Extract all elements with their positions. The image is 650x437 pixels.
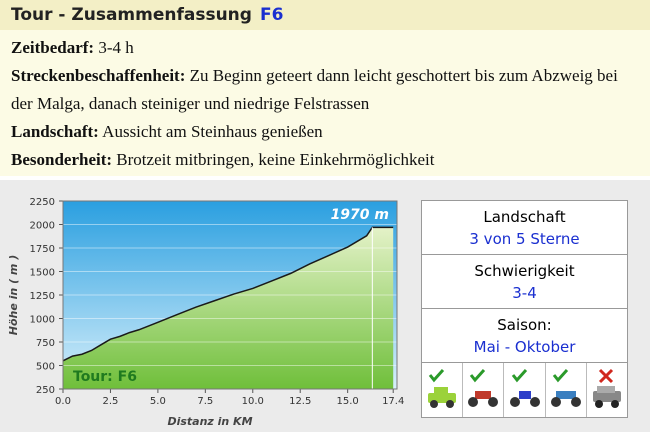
plot-frame xyxy=(62,200,398,390)
quad-icon xyxy=(550,368,581,407)
x-tick-label: 5.0 xyxy=(150,396,166,407)
x-axis-label: Distanz in KM xyxy=(167,415,252,428)
x-tick-label: 12.5 xyxy=(289,396,311,407)
y-tick-label: 750 xyxy=(36,338,55,349)
y-tick-label: 250 xyxy=(36,385,55,396)
y-tick-label: 1250 xyxy=(30,291,55,302)
detail-row: Zeitbedarf: 3-4 h xyxy=(11,34,620,62)
detail-row: Landschaft: Aussicht am Steinhaus genieß… xyxy=(11,118,620,146)
info-section: Schwierigkeit 3-4 xyxy=(422,255,627,309)
header: Tour - Zusammenfassung F6 xyxy=(0,0,650,30)
tour-label: Tour: F6 xyxy=(73,369,137,385)
y-tick-label: 1000 xyxy=(30,315,55,326)
tour-code: F6 xyxy=(259,5,284,25)
detail-text: Zu Beginn geteert dann leicht geschotter… xyxy=(11,66,618,113)
x-tick-label: 0.0 xyxy=(55,396,71,407)
x-tick-label: 7.5 xyxy=(197,396,213,407)
y-tick-label: 1750 xyxy=(30,244,55,255)
vehicle-icons xyxy=(422,363,627,417)
info-section: Saison: Mai - Oktober xyxy=(422,309,627,363)
icon-cell xyxy=(422,363,464,417)
x-tick-label: 17.4 xyxy=(382,396,404,407)
chart: 250 500 750 1000 1250 1500 1750 2000 2250 0.0 2.5 5… xyxy=(7,197,404,428)
bike-icon xyxy=(509,368,540,407)
area-fill xyxy=(63,227,397,389)
y-axis-label: Höhe in ( m ) xyxy=(7,255,20,336)
detail-row: Besonderheit: Brotzeit mitbringen, keine… xyxy=(11,146,620,174)
moto-icon xyxy=(468,368,499,407)
info-section: Landschaft 3 von 5 Sterne xyxy=(422,201,627,255)
icon-cell xyxy=(504,363,546,417)
y-tick-label: 2000 xyxy=(30,221,55,232)
icon-cell xyxy=(587,363,627,417)
x-tick-label: 10.0 xyxy=(242,396,264,407)
info-value: 3 von 5 Sterne xyxy=(469,230,580,248)
detail-row: Streckenbeschaffenheit: Zu Beginn geteer… xyxy=(11,62,620,118)
suv-icon xyxy=(592,368,621,408)
detail-label: Landschaft: xyxy=(11,122,99,141)
info-box: Landschaft 3 von 5 Sterne Schwierigkeit 3-… xyxy=(421,200,628,418)
detail-label: Streckenbeschaffenheit: xyxy=(11,66,186,85)
icon-cell xyxy=(546,363,587,417)
y-tick-label: 500 xyxy=(36,362,55,373)
detail-label: Zeitbedarf: xyxy=(11,38,95,57)
info-value: Mai - Oktober xyxy=(473,338,576,356)
detail-text: Brotzeit mitbringen, keine Einkehrmöglic… xyxy=(116,150,435,169)
icon-cell xyxy=(463,363,505,417)
profile-line xyxy=(62,226,394,362)
details: Zeitbedarf: 3-4 h Streckenbeschaffenheit… xyxy=(0,30,650,176)
detail-label: Besonderheit: xyxy=(11,150,113,169)
y-tick-label: 1500 xyxy=(30,268,55,279)
y-tick-label: 2250 xyxy=(30,197,55,208)
info-label: Schwierigkeit xyxy=(474,262,575,280)
peak-annotation: 1970 m xyxy=(331,207,389,223)
detail-text: Aussicht am Steinhaus genießen xyxy=(102,122,323,141)
detail-text: 3-4 h xyxy=(98,38,134,57)
title: Tour - Zusammenfassung xyxy=(11,5,252,25)
x-tick-label: 2.5 xyxy=(102,396,118,407)
info-label: Landschaft xyxy=(483,208,566,226)
x-tick-label: 15.0 xyxy=(337,396,359,407)
car-icon xyxy=(428,368,457,408)
info-label: Saison: xyxy=(497,316,552,334)
info-value: 3-4 xyxy=(512,284,537,302)
